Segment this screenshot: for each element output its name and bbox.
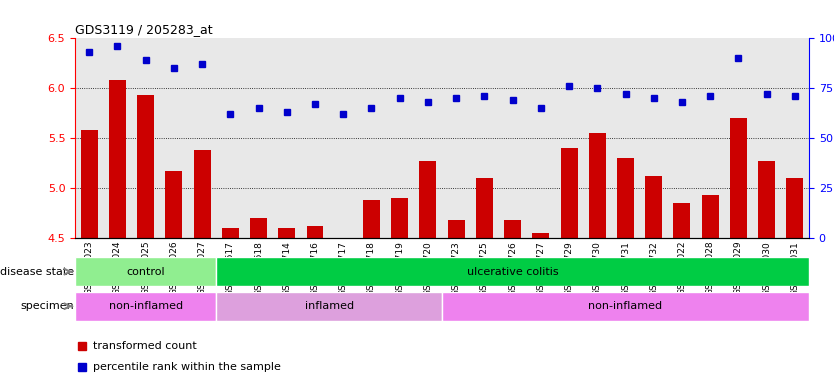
- Bar: [391, 198, 408, 238]
- Bar: [307, 226, 324, 238]
- Bar: [442, 292, 809, 321]
- Bar: [109, 80, 126, 238]
- Text: specimen: specimen: [21, 301, 74, 311]
- Bar: [504, 220, 521, 238]
- Text: GDS3119 / 205283_at: GDS3119 / 205283_at: [75, 23, 213, 36]
- Bar: [420, 161, 436, 238]
- Bar: [363, 200, 380, 238]
- Bar: [674, 203, 691, 238]
- Bar: [75, 292, 216, 321]
- Text: non-inflamed: non-inflamed: [108, 301, 183, 311]
- Bar: [476, 178, 493, 238]
- Bar: [448, 220, 465, 238]
- Text: inflamed: inflamed: [304, 301, 354, 311]
- Bar: [786, 178, 803, 238]
- Text: transformed count: transformed count: [93, 341, 197, 351]
- Bar: [193, 150, 210, 238]
- Bar: [758, 161, 775, 238]
- Bar: [81, 130, 98, 238]
- Text: ulcerative colitis: ulcerative colitis: [467, 266, 559, 277]
- Text: percentile rank within the sample: percentile rank within the sample: [93, 362, 281, 372]
- Bar: [617, 158, 634, 238]
- Bar: [75, 257, 216, 286]
- Text: control: control: [126, 266, 165, 277]
- Bar: [216, 292, 442, 321]
- Bar: [730, 118, 747, 238]
- Bar: [589, 133, 605, 238]
- Bar: [646, 176, 662, 238]
- Bar: [137, 95, 154, 238]
- Bar: [222, 228, 239, 238]
- Bar: [560, 148, 577, 238]
- Bar: [532, 233, 550, 238]
- Bar: [216, 257, 809, 286]
- Bar: [250, 218, 267, 238]
- Bar: [279, 228, 295, 238]
- Text: disease state: disease state: [0, 266, 74, 277]
- Bar: [165, 171, 183, 238]
- Bar: [701, 195, 719, 238]
- Text: non-inflamed: non-inflamed: [589, 301, 662, 311]
